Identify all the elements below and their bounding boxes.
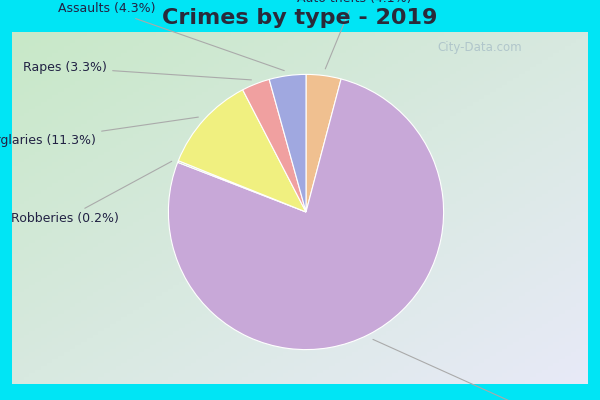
Text: Thefts (76.7%): Thefts (76.7%)	[373, 339, 580, 400]
Text: City-Data.com: City-Data.com	[437, 42, 523, 54]
Text: Rapes (3.3%): Rapes (3.3%)	[23, 61, 251, 80]
Text: Auto thefts (4.1%): Auto thefts (4.1%)	[297, 0, 412, 69]
Text: Crimes by type - 2019: Crimes by type - 2019	[163, 8, 437, 28]
Text: Robberies (0.2%): Robberies (0.2%)	[11, 161, 172, 225]
Text: Burglaries (11.3%): Burglaries (11.3%)	[0, 117, 199, 147]
Wedge shape	[243, 80, 306, 212]
Wedge shape	[178, 90, 306, 212]
Wedge shape	[306, 74, 341, 212]
Wedge shape	[178, 161, 306, 212]
Wedge shape	[269, 74, 306, 212]
Text: Assaults (4.3%): Assaults (4.3%)	[58, 2, 284, 71]
Wedge shape	[169, 79, 443, 350]
